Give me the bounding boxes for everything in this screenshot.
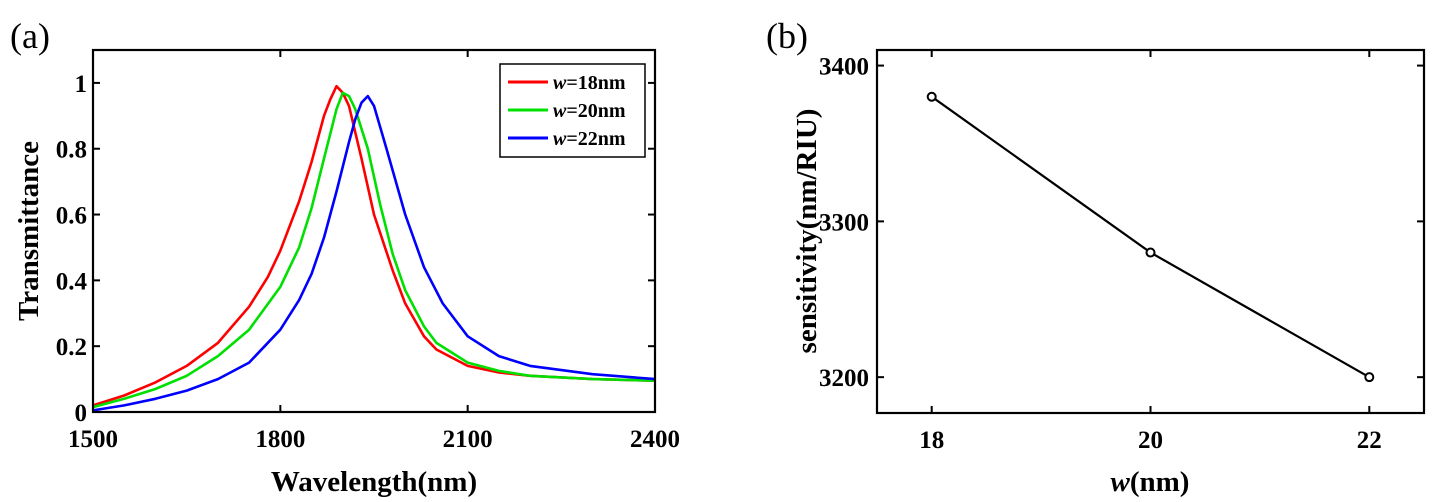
x-tick-label: 22: [1357, 427, 1382, 454]
legend-label-rest: =20nm: [566, 100, 626, 122]
x-tick-label: 2400: [630, 426, 680, 453]
panel-a-label: (a): [10, 16, 50, 56]
panel-a-plot-frame: [91, 48, 657, 414]
legend-label-italic: w: [553, 100, 567, 122]
legend-label-italic: w: [553, 128, 567, 150]
sensitivity-point: [926, 91, 937, 102]
x-tick-label: 1800: [255, 426, 305, 453]
panel-b-series-group: [926, 91, 1375, 383]
panel-a-y-axis-label: Transmittance: [13, 141, 45, 321]
y-tick-label: 3400: [819, 54, 869, 81]
panel-b-sensitivity-chart: (b) 18 20 22 3200 3300 3400 w(nm) sensitivity…: [766, 16, 1426, 498]
panel-b-label: (b): [766, 16, 808, 56]
series-line-1: [92, 91, 656, 409]
panel-a-series-group: [92, 84, 656, 412]
panel-b-x-axis-label-rest: (nm): [1130, 466, 1190, 498]
sensitivity-point: [1364, 372, 1375, 383]
panel-b-x-axis-label-italic: w: [1111, 466, 1131, 498]
legend-label-italic: w: [553, 72, 567, 94]
y-tick-label: 3200: [819, 365, 869, 392]
x-tick-label: 18: [919, 427, 944, 454]
sensitivity-point: [1145, 247, 1156, 258]
series-line-0: [92, 84, 656, 407]
y-tick-label: 3300: [819, 209, 869, 236]
legend-label-1: w=20nm: [553, 100, 626, 122]
series-line-2: [92, 94, 656, 412]
y-tick-label: 0.8: [56, 137, 87, 164]
panel-b-y-axis-label: sensitivity(nm/RIU): [791, 109, 823, 354]
y-tick-label: 1: [75, 71, 88, 98]
x-tick-label: 1500: [68, 426, 118, 453]
legend-label-rest: =18nm: [566, 72, 626, 94]
y-tick-label: 0.4: [56, 268, 88, 295]
panel-a-ticks: 1500 1800 2100 2400 0 0.2 0.4 0.6 0.8 1: [56, 50, 680, 453]
panel-a-x-axis-label: Wavelength(nm): [271, 466, 477, 498]
panel-b-plot-frame: [875, 48, 1426, 415]
panel-b-x-axis-label: w(nm): [1111, 466, 1190, 498]
x-tick-label: 2100: [443, 426, 493, 453]
y-tick-label: 0.2: [56, 334, 87, 361]
legend-label-rest: =22nm: [566, 128, 626, 150]
sensitivity-line: [931, 95, 1370, 379]
y-tick-label: 0: [75, 400, 88, 427]
panel-a-transmittance-chart: (a) 1500 1800 2100 2400 0 0.2 0.4 0.6 0.8 1 Wavel…: [10, 16, 680, 498]
x-tick-label: 20: [1138, 427, 1163, 454]
panel-b-ticks: 18 20 22 3200 3300 3400: [819, 50, 1424, 454]
legend-label-2: w=22nm: [553, 128, 626, 150]
y-tick-label: 0.6: [56, 203, 87, 230]
legend-label-0: w=18nm: [553, 72, 626, 94]
